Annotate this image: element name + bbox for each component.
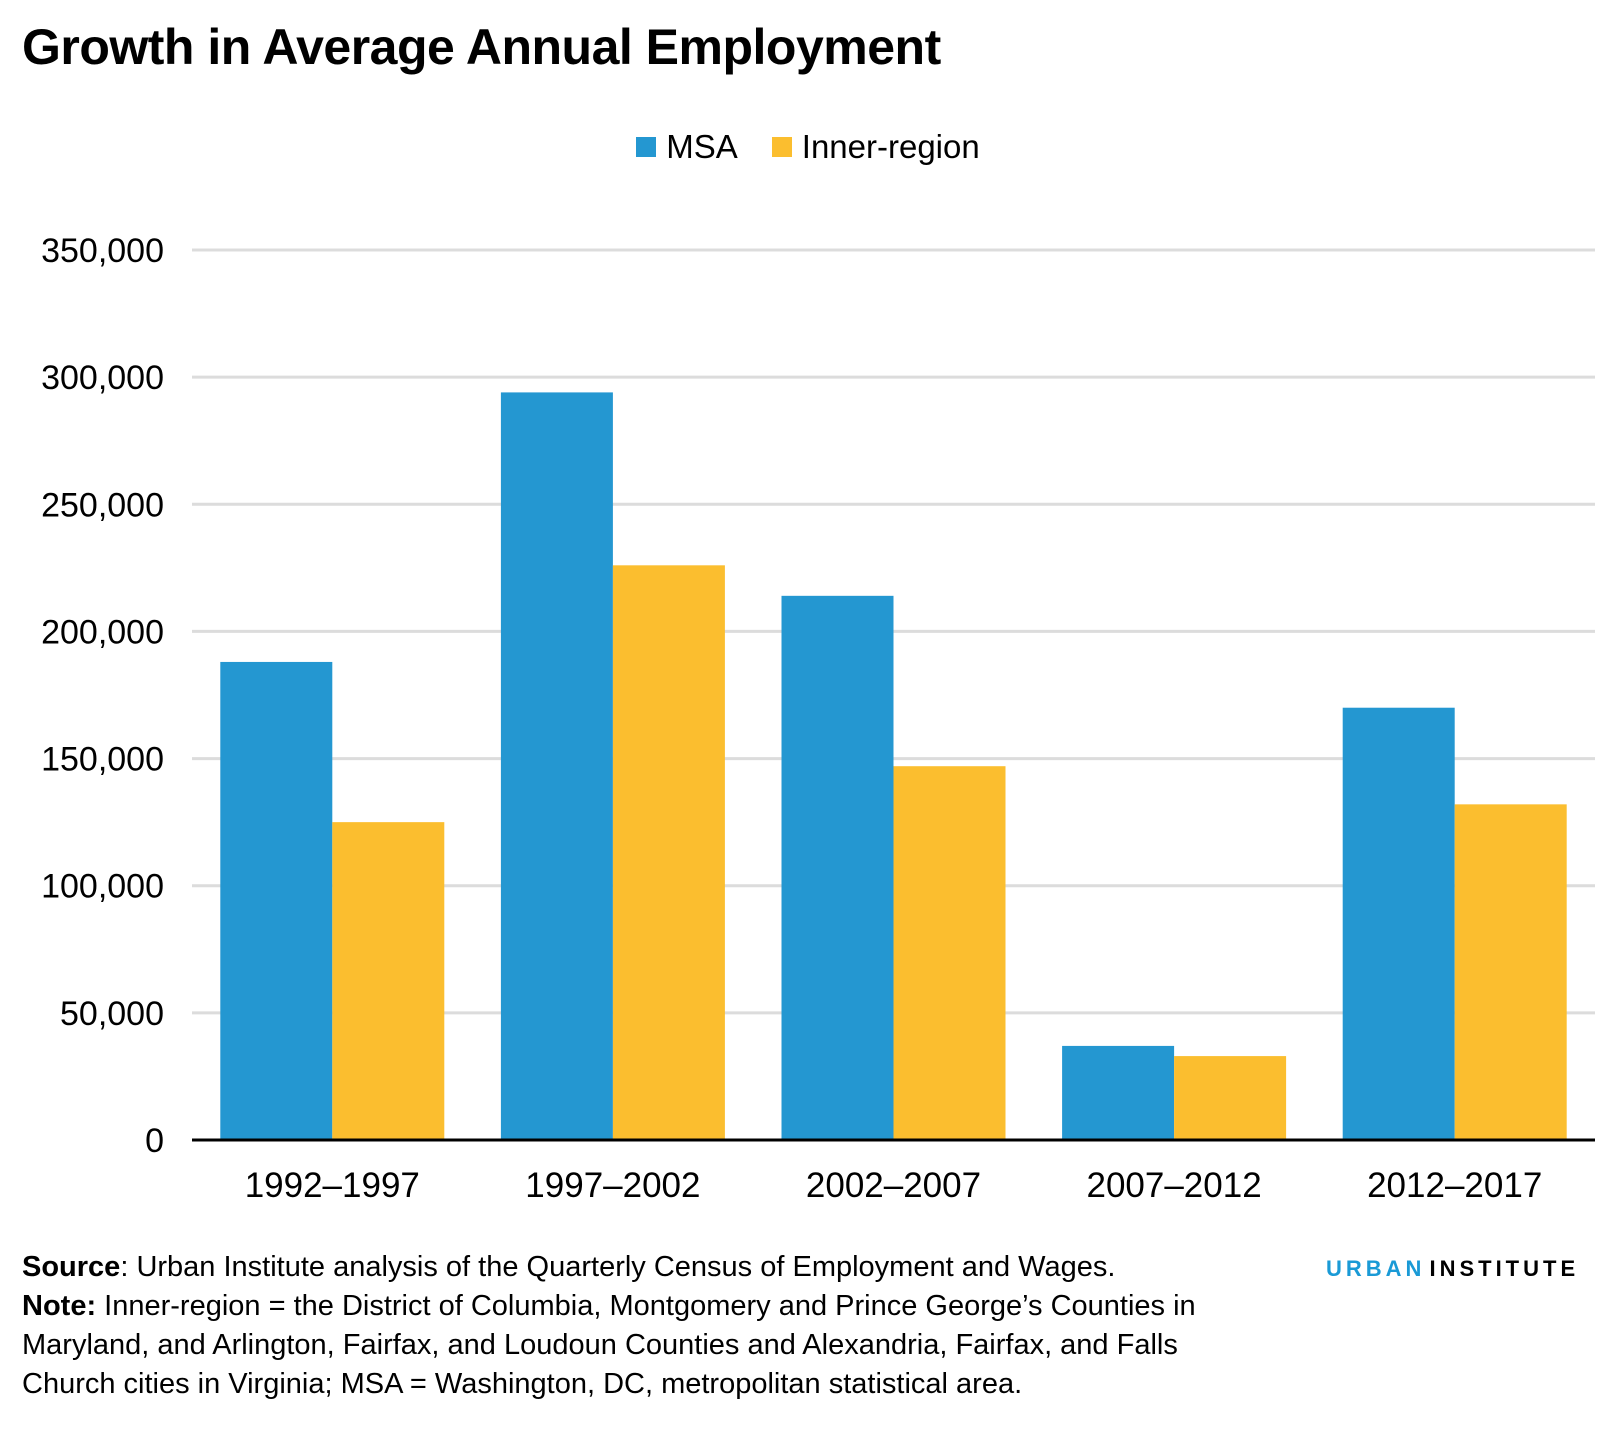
y-tick-label: 200,000	[41, 613, 164, 651]
bar-inner-region	[1174, 1056, 1287, 1140]
x-tick-label: 2002–2007	[806, 1166, 981, 1205]
urban-institute-logo: URBAN INSTITUTE	[1326, 1256, 1579, 1282]
bar-inner-region	[612, 565, 725, 1140]
note-text: Inner-region = the District of Columbia,…	[22, 1290, 1196, 1400]
bar-msa	[1342, 707, 1455, 1140]
x-tick-label: 1992–1997	[245, 1166, 420, 1205]
y-tick-label: 250,000	[41, 486, 164, 524]
legend-label-inner-region: Inner-region	[801, 128, 980, 165]
y-tick-label: 100,000	[41, 868, 164, 906]
y-tick-label: 300,000	[41, 359, 164, 397]
logo-institute-text: INSTITUTE	[1429, 1256, 1580, 1281]
footer-notes: Source: Urban Institute analysis of the …	[22, 1248, 1252, 1404]
source-text: : Urban Institute analysis of the Quarte…	[120, 1251, 1116, 1283]
source-label: Source	[22, 1251, 121, 1283]
bar-inner-region	[1454, 804, 1567, 1140]
bar-chart: 0 50,000 100,000 150,000 200,000 250,000 300,0…	[41, 232, 1595, 1205]
y-tick-label: 0	[145, 1122, 164, 1160]
bar-msa	[781, 595, 894, 1140]
note-label: Note:	[22, 1290, 97, 1322]
bar-inner-region	[332, 822, 445, 1140]
legend-item-msa: MSA	[636, 128, 738, 166]
x-tick-label: 1997–2002	[525, 1166, 700, 1205]
chart-title: Growth in Average Annual Employment	[22, 19, 941, 75]
note-line: Note: Inner-region = the District of Col…	[22, 1287, 1252, 1404]
y-tick-label: 150,000	[41, 741, 164, 779]
legend-label-msa: MSA	[666, 128, 738, 165]
logo-urban-text: URBAN	[1326, 1256, 1426, 1281]
y-tick-label: 50,000	[60, 995, 164, 1033]
bar-msa	[500, 392, 613, 1140]
x-tick-label: 2012–2017	[1367, 1166, 1542, 1205]
legend-item-inner-region: Inner-region	[771, 128, 980, 166]
bar-inner-region	[893, 766, 1006, 1140]
legend: MSA Inner-region	[0, 128, 1616, 166]
source-line: Source: Urban Institute analysis of the …	[22, 1248, 1252, 1287]
legend-swatch-msa	[636, 137, 657, 157]
legend-swatch-inner-region	[771, 137, 792, 157]
y-tick-label: 350,000	[41, 232, 164, 270]
bar-msa	[1062, 1045, 1175, 1140]
bar-msa	[220, 661, 333, 1140]
x-tick-label: 2007–2012	[1086, 1166, 1261, 1205]
